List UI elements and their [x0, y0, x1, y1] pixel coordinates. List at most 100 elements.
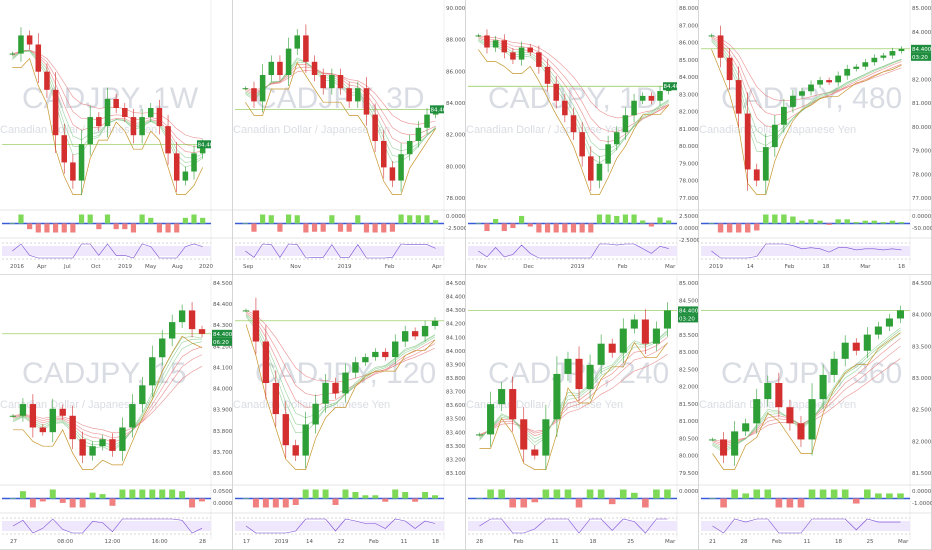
macd-bar [337, 223, 344, 232]
x-tick-label: 28 [476, 539, 483, 545]
chart-panel-1w[interactable]: CADJPY, 1W Canadian Dollar / Japanese Yen… [0, 0, 233, 275]
macd-bar [586, 489, 594, 499]
candle-body [312, 403, 319, 425]
y-tick-label: 83.000 [912, 376, 932, 382]
macd-bar [342, 489, 349, 499]
candle-body [26, 35, 33, 45]
macd-bar [797, 498, 805, 508]
chart-panel-240[interactable]: CADJPY, 240 Canadian Dollar / Japanese Ye… [466, 275, 699, 550]
candle-body [178, 310, 186, 323]
macd-bar [329, 215, 335, 224]
macd-bar [622, 214, 629, 224]
y-tick-label: 83.900 [446, 362, 466, 368]
candle-body [780, 106, 787, 125]
macd-bar [642, 498, 649, 508]
y-tick-label: 84.100 [446, 335, 466, 341]
macd-bar [897, 493, 904, 499]
macd-bar [277, 223, 283, 232]
x-tick-label: 2019 [709, 264, 723, 270]
macd-bar [251, 223, 257, 232]
candle-body [622, 115, 629, 133]
macd-bar [510, 223, 516, 229]
y-tick-label: 82.000 [912, 439, 932, 445]
candle-body [562, 100, 568, 116]
chart-panel-480[interactable]: CADJPY, 480 Canadian Dollar / Japanese Ye… [699, 0, 932, 275]
macd-bar [389, 223, 396, 232]
y-tick-label: 81.500 [679, 402, 699, 408]
y-tick-label: 79.000 [912, 149, 932, 155]
macd-bar [653, 489, 660, 499]
macd-bar [174, 223, 180, 233]
macd-bar [412, 498, 419, 502]
macd-bar [597, 489, 605, 499]
x-tick-label: Nov [476, 264, 487, 270]
macd-bar [407, 215, 413, 224]
chart-panel-3d[interactable]: CADJPY, 3D Canadian Dollar / Japanese Yen… [233, 0, 466, 275]
watermark-symbol: CADJPY, 1W [22, 82, 199, 115]
candle-body [18, 35, 24, 54]
candle-body [648, 95, 655, 101]
y-tick-label: 84.000 [446, 349, 466, 355]
macd-bar [476, 498, 483, 499]
macd-bar [775, 498, 783, 508]
rsi-band [701, 246, 910, 256]
candle-body [575, 358, 583, 390]
candle-body [302, 424, 309, 456]
x-tick-label: 25 [867, 539, 874, 545]
x-tick-label: Sep [243, 264, 254, 270]
macd-bar [553, 223, 559, 233]
candle-body [613, 132, 620, 145]
macd-bar [272, 498, 279, 508]
axis-badge [911, 52, 931, 61]
y-tick-label: 82.500 [912, 408, 932, 414]
candle-body [9, 415, 17, 417]
macd-bar [432, 495, 439, 499]
ribbon-line [712, 329, 901, 451]
macd-bar [717, 223, 724, 233]
chart-panel-120[interactable]: CADJPY, 120 Canadian Dollar / Japanese Ye… [233, 275, 466, 550]
candle-body [819, 374, 827, 400]
envelope-line [479, 341, 668, 470]
y-tick-label: 83.500 [912, 344, 932, 350]
y-tick-label: 83.500 [679, 333, 699, 339]
candle-body [841, 342, 849, 359]
envelope-line [245, 324, 436, 470]
macd-bar [191, 214, 197, 224]
y-tick-label: 83.700 [213, 450, 233, 456]
envelope-line [712, 332, 901, 470]
macd-bar [844, 219, 850, 224]
candle-body [139, 385, 146, 405]
x-tick-label: 11 [804, 539, 811, 545]
x-tick-label: 2020 [199, 264, 213, 270]
macd-bar [880, 222, 887, 224]
y-tick-label: 81.000 [679, 127, 699, 133]
candle-body [282, 414, 289, 446]
y-tick-label: 80.000 [446, 164, 466, 170]
chart-panel-1d[interactable]: CADJPY, 1D Canadian Dollar / Japanese Yen… [466, 0, 699, 275]
candle-body [337, 75, 344, 89]
y-tick-label: 84.200 [213, 344, 233, 350]
candle-body [362, 357, 369, 363]
candle-body [35, 44, 42, 72]
macd-tick-label: -50.0000 [912, 226, 932, 232]
macd-bar [381, 223, 387, 233]
macd-bar [735, 223, 742, 233]
y-tick-label: 78.000 [679, 179, 699, 185]
price-badge [430, 105, 444, 114]
ribbon-line [711, 39, 902, 146]
candle-body [268, 61, 275, 76]
axis-badge-text: 84.400 [679, 308, 699, 314]
rsi-band [468, 246, 677, 256]
chart-panel-15[interactable]: CADJPY, 15 Canadian Dollar / Japanese Yen… [0, 275, 233, 550]
candle-body [431, 320, 439, 326]
macd-bar [182, 217, 188, 224]
rsi-line [711, 243, 902, 259]
macd-bar [89, 492, 96, 499]
y-tick-label: 83.500 [446, 417, 466, 423]
ribbon-line [245, 312, 436, 408]
y-tick-label: 82.000 [679, 385, 699, 391]
macd-bar [835, 219, 841, 224]
